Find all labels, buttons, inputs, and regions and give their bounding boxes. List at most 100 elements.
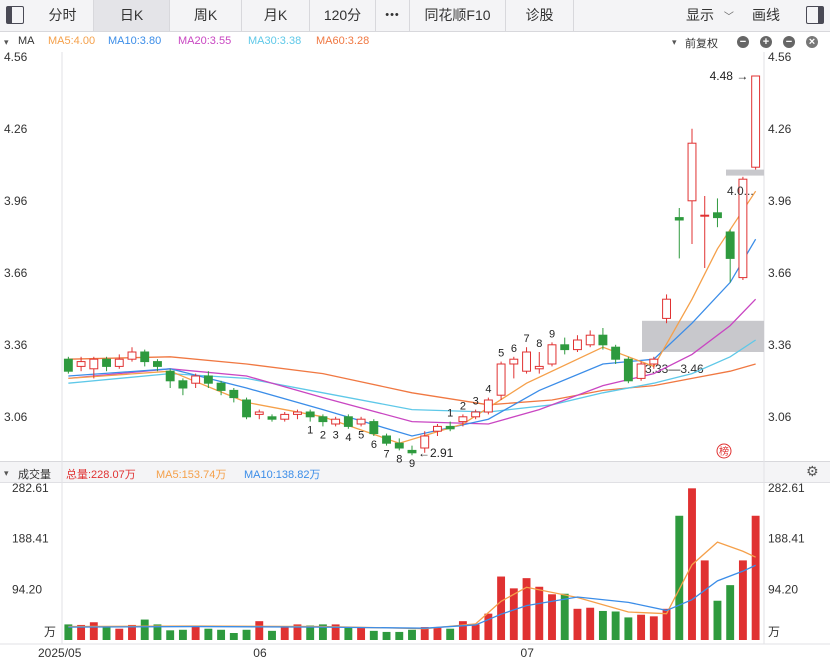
chip-range-label: 3.33—3.46 bbox=[645, 362, 704, 376]
volume-bar bbox=[178, 629, 187, 640]
tab-diagnose[interactable]: 诊股 bbox=[506, 0, 574, 31]
candle bbox=[674, 217, 684, 221]
candle bbox=[738, 178, 748, 279]
td-up-number: 4 bbox=[485, 384, 491, 396]
td-down-number: 3 bbox=[333, 429, 339, 441]
candle bbox=[382, 435, 391, 444]
candle bbox=[433, 425, 442, 432]
candle bbox=[191, 375, 201, 384]
volume-bar bbox=[217, 629, 226, 640]
volume-bar bbox=[573, 608, 582, 640]
candle bbox=[700, 214, 710, 217]
collapse-icon[interactable]: ▾ bbox=[4, 468, 9, 478]
candle bbox=[343, 416, 353, 427]
candle bbox=[573, 339, 582, 351]
candle bbox=[318, 416, 328, 423]
volume-ma5-line bbox=[68, 541, 756, 630]
volume-bar bbox=[408, 629, 416, 640]
volume-bar bbox=[726, 585, 735, 640]
volume-bar bbox=[77, 624, 86, 640]
volume-bar bbox=[229, 633, 238, 640]
gear-icon[interactable]: ⚙ bbox=[806, 463, 819, 479]
volume-bar bbox=[611, 611, 620, 640]
ma30-value: MA30:3.38 bbox=[248, 35, 302, 47]
candle bbox=[598, 334, 608, 346]
price-tick-right: 3.66 bbox=[768, 266, 792, 280]
volume-bar bbox=[268, 630, 276, 640]
volume-bar bbox=[484, 613, 493, 640]
volume-label[interactable]: 成交量 bbox=[18, 469, 51, 481]
volume-bar bbox=[509, 588, 518, 640]
close-icon[interactable]: × bbox=[806, 36, 818, 48]
volume-bar bbox=[548, 594, 556, 640]
tab-f10[interactable]: 同花顺F10 bbox=[410, 0, 506, 31]
current-price-label: 4.0... bbox=[727, 184, 754, 198]
minus-icon[interactable]: − bbox=[783, 36, 795, 48]
draw-line-button[interactable]: 画线 bbox=[752, 7, 780, 23]
volume-bar bbox=[204, 628, 213, 640]
zoom-out-icon[interactable]: − bbox=[737, 36, 749, 48]
rank-marker bbox=[716, 443, 732, 459]
layout-left-icon[interactable] bbox=[6, 6, 24, 24]
chip-band-top bbox=[726, 169, 764, 176]
tab-monthly-k[interactable]: 月K bbox=[242, 0, 310, 31]
td-up-number: 7 bbox=[524, 333, 530, 345]
price-tick-right: 4.56 bbox=[768, 50, 792, 64]
tab-daily-k[interactable]: 日K bbox=[94, 0, 170, 31]
candle bbox=[458, 416, 468, 423]
volume-bar bbox=[713, 600, 722, 640]
volume-bar bbox=[115, 628, 124, 640]
candle bbox=[547, 344, 557, 365]
price-tick-left: 4.56 bbox=[4, 50, 28, 64]
candle bbox=[203, 375, 213, 384]
volume-bar bbox=[637, 614, 646, 640]
tab-intraday[interactable]: 分时 bbox=[32, 0, 94, 31]
td-down-number: 8 bbox=[396, 453, 402, 465]
volume-bar bbox=[446, 628, 455, 640]
td-up-number: 2 bbox=[460, 400, 466, 412]
more-tabs-button[interactable]: ••• bbox=[376, 0, 410, 31]
candle bbox=[611, 346, 621, 360]
volume-bar bbox=[242, 629, 251, 640]
volume-total: 总量:228.07万 bbox=[66, 469, 136, 481]
volume-bar bbox=[102, 627, 111, 640]
collapse-icon[interactable]: ▾ bbox=[4, 37, 9, 47]
ma30-line bbox=[68, 339, 756, 413]
layout-right-icon[interactable] bbox=[806, 6, 824, 24]
volume-bar bbox=[153, 624, 162, 640]
td-up-number: 1 bbox=[447, 408, 453, 420]
price-tick-right: 4.26 bbox=[768, 122, 792, 136]
volume-tick-right: 万 bbox=[768, 625, 780, 639]
candle bbox=[751, 75, 761, 168]
volume-bar bbox=[458, 621, 467, 640]
candle bbox=[623, 358, 633, 382]
display-menu[interactable]: 显示 ﹀ bbox=[686, 0, 734, 31]
zoom-in-icon[interactable]: + bbox=[760, 36, 772, 48]
volume-bar bbox=[420, 627, 429, 640]
candle bbox=[331, 418, 341, 425]
td-down-number: 9 bbox=[409, 458, 415, 470]
rank-marker-label: 榜 bbox=[719, 445, 729, 458]
volume-tick-right: 282.61 bbox=[768, 481, 805, 495]
price-tick-left: 3.66 bbox=[4, 266, 28, 280]
ma-label[interactable]: MA bbox=[18, 35, 35, 47]
volume-bar bbox=[649, 616, 658, 640]
candle bbox=[687, 142, 697, 202]
ma20-line bbox=[68, 298, 757, 425]
td-down-number: 5 bbox=[358, 429, 364, 441]
candle bbox=[394, 442, 404, 449]
volume-bar bbox=[675, 515, 684, 640]
tab-120min[interactable]: 120分 bbox=[310, 0, 376, 31]
candle bbox=[713, 212, 722, 219]
candle bbox=[63, 358, 73, 372]
candle bbox=[254, 411, 264, 415]
tab-weekly-k[interactable]: 周K bbox=[170, 0, 242, 31]
ma60-value: MA60:3.28 bbox=[316, 35, 370, 47]
ma60-line bbox=[68, 356, 756, 406]
candle bbox=[114, 358, 124, 367]
adjust-selector[interactable]: 前复权 bbox=[685, 38, 718, 50]
volume-bar bbox=[255, 621, 264, 640]
candle bbox=[127, 351, 137, 360]
candle bbox=[153, 361, 162, 367]
